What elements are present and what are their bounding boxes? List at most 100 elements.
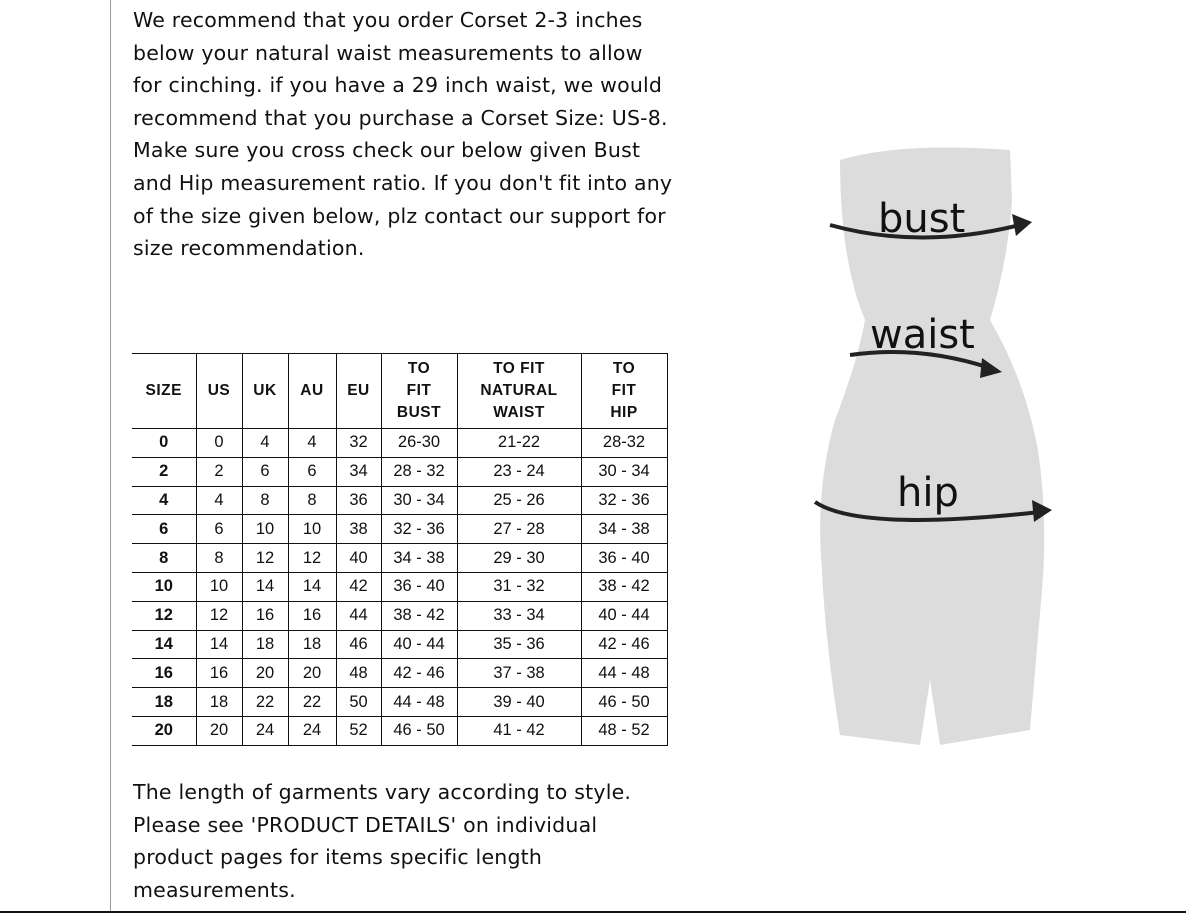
table-cell: 50 — [335, 687, 382, 717]
column-header: TO FIT BUST — [380, 353, 458, 429]
table-cell: 10 — [195, 571, 243, 602]
table-cell: 18 — [287, 629, 337, 660]
table-cell: 31 - 32 — [456, 571, 582, 602]
table-cell: 32 - 36 — [380, 514, 458, 545]
table-cell: 30 - 34 — [580, 456, 668, 487]
table-cell: 46 - 50 — [580, 687, 668, 717]
table-cell: 18 — [195, 687, 243, 717]
table-cell: 36 - 40 — [380, 571, 458, 602]
table-cell: 28 - 32 — [380, 456, 458, 487]
table-cell: 20 — [287, 658, 337, 689]
table-cell: 10 — [132, 571, 197, 602]
table-cell: 40 — [335, 543, 382, 573]
table-cell: 48 — [335, 658, 382, 689]
table-cell: 8 — [132, 543, 197, 573]
table-row: 4 4 8 8 36 30 - 34 25 - 26 32 - 36 — [132, 485, 668, 516]
table-cell: 6 — [132, 514, 197, 545]
waist-label: waist — [870, 312, 975, 358]
table-cell: 18 — [241, 629, 289, 660]
size-chart-table: SIZE US UK AU EU TO FIT BUST TO FIT NATURAL WAIST T… — [132, 353, 668, 746]
table-cell: 2 — [132, 456, 197, 487]
table-cell: 16 — [287, 600, 337, 631]
table-cell: 34 - 38 — [580, 514, 668, 545]
column-header: US — [195, 353, 243, 429]
table-cell: 28-32 — [580, 428, 668, 458]
column-header: AU — [287, 353, 337, 429]
table-cell: 27 - 28 — [456, 514, 582, 545]
hip-label: hip — [897, 470, 959, 516]
table-row: 14 14 18 18 46 40 - 44 35 - 36 42 - 46 — [132, 629, 668, 660]
table-cell: 4 — [132, 485, 197, 516]
table-cell: 38 - 42 — [580, 571, 668, 602]
table-row: 10 10 14 14 42 36 - 40 31 - 32 38 - 42 — [132, 571, 668, 602]
column-header: UK — [241, 353, 289, 429]
table-cell: 46 — [335, 629, 382, 660]
left-divider — [110, 0, 111, 912]
table-cell: 42 - 46 — [580, 629, 668, 660]
intro-paragraph: We recommend that you order Corset 2-3 i… — [133, 8, 673, 261]
bust-arrow — [829, 223, 1021, 240]
table-cell: 0 — [195, 428, 243, 458]
table-cell: 20 — [132, 715, 197, 746]
hip-arrow-head — [1032, 500, 1052, 522]
table-cell: 36 — [335, 485, 382, 516]
table-cell: 2 — [195, 456, 243, 487]
table-cell: 42 - 46 — [380, 658, 458, 689]
table-cell: 41 - 42 — [456, 715, 582, 746]
bust-arrow-head — [1012, 214, 1032, 236]
table-cell: 14 — [241, 571, 289, 602]
table-cell: 26-30 — [380, 428, 458, 458]
table-row: 20 20 24 24 52 46 - 50 41 - 42 48 - 52 — [132, 715, 668, 746]
table-cell: 0 — [132, 428, 197, 458]
table-cell: 29 - 30 — [456, 543, 582, 573]
table-cell: 20 — [195, 715, 243, 746]
table-cell: 6 — [195, 514, 243, 545]
table-cell: 39 - 40 — [456, 687, 582, 717]
table-cell: 4 — [195, 485, 243, 516]
table-cell: 36 - 40 — [580, 543, 668, 573]
table-cell: 40 - 44 — [580, 600, 668, 631]
table-cell: 14 — [287, 571, 337, 602]
table-cell: 48 - 52 — [580, 715, 668, 746]
table-cell: 22 — [287, 687, 337, 717]
table-cell: 37 - 38 — [456, 658, 582, 689]
table-cell: 8 — [241, 485, 289, 516]
column-header: SIZE — [132, 353, 197, 429]
hip-arrow — [813, 500, 1041, 522]
table-cell: 4 — [241, 428, 289, 458]
table-cell: 44 - 48 — [380, 687, 458, 717]
table-cell: 12 — [287, 543, 337, 573]
column-header: EU — [335, 353, 382, 429]
table-cell: 38 - 42 — [380, 600, 458, 631]
table-cell: 12 — [241, 543, 289, 573]
table-row: 8 8 12 12 40 34 - 38 29 - 30 36 - 40 — [132, 543, 668, 573]
table-cell: 25 - 26 — [456, 485, 582, 516]
table-cell: 32 — [335, 428, 382, 458]
table-cell: 8 — [195, 543, 243, 573]
table-cell: 34 — [335, 456, 382, 487]
table-cell: 40 - 44 — [380, 629, 458, 660]
table-cell: 14 — [132, 629, 197, 660]
table-cell: 10 — [287, 514, 337, 545]
table-row: 0 0 4 4 32 26-30 21-22 28-32 — [132, 428, 668, 458]
table-cell: 6 — [287, 456, 337, 487]
outro-paragraph: The length of garments vary according to… — [133, 780, 632, 902]
table-cell: 22 — [241, 687, 289, 717]
column-header: TO FIT HIP — [580, 353, 668, 429]
waist-arrow-head — [980, 358, 1002, 378]
table-cell: 8 — [287, 485, 337, 516]
table-row: 6 6 10 10 38 32 - 36 27 - 28 34 - 38 — [132, 514, 668, 545]
table-cell: 42 — [335, 571, 382, 602]
body-silhouette — [820, 147, 1045, 746]
waist-arrow — [849, 350, 991, 370]
table-cell: 12 — [195, 600, 243, 631]
table-cell: 24 — [287, 715, 337, 746]
table-cell: 21-22 — [456, 428, 582, 458]
table-cell: 14 — [195, 629, 243, 660]
table-cell: 20 — [241, 658, 289, 689]
table-header-row: SIZE US UK AU EU TO FIT BUST TO FIT NATURAL WAIST T… — [132, 353, 668, 429]
table-cell: 32 - 36 — [580, 485, 668, 516]
table-cell: 46 - 50 — [380, 715, 458, 746]
table-cell: 16 — [195, 658, 243, 689]
table-cell: 16 — [132, 658, 197, 689]
